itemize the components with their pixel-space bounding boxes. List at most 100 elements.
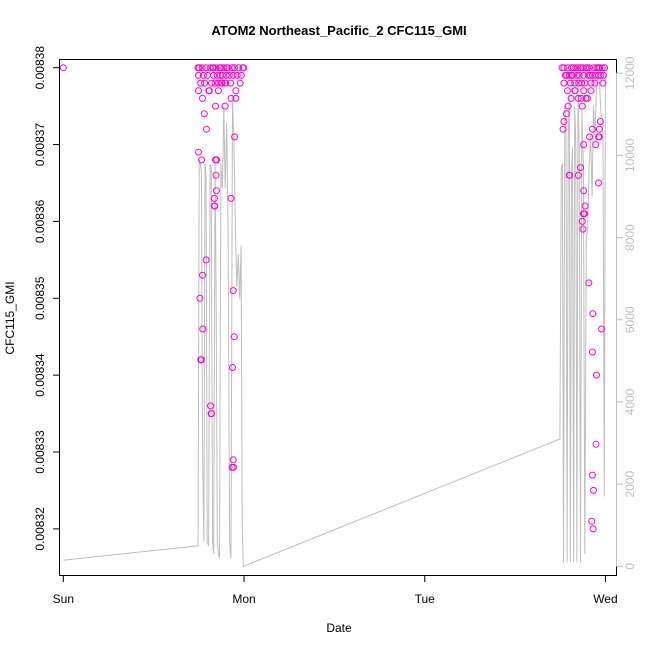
data-point [578,217,586,225]
y-tick-label: 0.00832 [33,507,47,551]
data-point [208,410,215,418]
data-point [586,64,593,72]
data-point [210,194,218,202]
data-point [589,310,597,318]
data-point [199,71,207,79]
data-point [198,156,206,164]
data-point [232,94,240,102]
data-point [564,87,571,95]
data-point [229,456,237,464]
data-point [223,64,231,72]
data-point [216,71,224,79]
x-tick-label: Sun [53,592,74,606]
data-point [579,64,587,72]
data-point [227,194,235,202]
data-point [220,64,228,72]
data-point [559,125,567,133]
y-axis-left: 0.00832 0.00833 0.00834 0.00835 0.00836 0.008… [33,46,60,551]
y-tick-label: 0.00837 [33,123,47,167]
data-point [560,79,568,87]
x-tick-label: Wed [593,592,617,606]
right-axis-series-line [63,73,606,568]
data-point [237,71,245,79]
data-point [195,71,202,79]
data-point [586,133,593,141]
data-point [570,64,578,72]
y2-tick-label: 6000 [623,306,637,333]
data-point [560,64,568,72]
data-point [575,71,583,79]
data-point [581,202,589,210]
data-point [601,64,609,72]
data-point [199,271,206,279]
data-point [227,94,235,102]
data-point [588,348,596,356]
y-tick-label: 0.00836 [33,199,47,243]
y2-tick-label: 8000 [623,224,637,251]
data-point [203,125,210,133]
data-point [212,171,220,179]
data-point [592,440,600,448]
data-point [572,64,580,72]
data-point [212,102,219,110]
data-point [562,110,570,118]
cfc115-points-layer [59,64,609,533]
data-point [59,64,67,72]
data-point [580,141,588,149]
data-point [200,110,208,118]
data-point [592,141,600,149]
data-point [587,79,595,87]
data-point [571,79,579,87]
data-point [568,71,575,79]
data-point [217,79,225,87]
data-point [208,79,215,87]
data-point [212,64,220,72]
y-tick-label: 0.00833 [33,430,47,474]
data-point [587,87,595,95]
x-axis: Sun Mon Tue Wed [53,575,618,606]
data-point [592,371,600,379]
data-point [567,94,575,102]
y-axis-label: CFC115_GMI [3,281,17,354]
data-point [579,210,587,218]
data-point [195,87,202,95]
y2-tick-label: 2000 [623,471,637,498]
data-point [213,71,221,79]
data-point [195,64,203,72]
data-point [597,71,605,79]
data-point [598,325,605,333]
data-point [229,287,237,295]
x-axis-label: Date [326,621,352,635]
chart-title: ATOM2 Northeast_Pacific_2 CFC115_GMI [211,23,466,38]
data-point [589,525,597,533]
data-point [209,64,217,72]
data-point [197,356,205,364]
data-point [591,79,599,87]
data-point [229,364,236,371]
data-point [579,225,587,233]
data-point [590,486,597,494]
data-point [578,79,586,87]
data-point [228,463,236,471]
data-point [588,517,596,525]
data-point [196,294,204,302]
data-point [595,179,603,187]
data-point [202,256,210,264]
data-point [584,71,592,79]
data-point [596,64,604,72]
data-point [221,102,229,110]
data-point [233,71,241,79]
data-point [574,171,582,179]
data-point [207,402,215,410]
data-point [582,94,590,102]
data-point [571,87,579,95]
data-point [586,71,594,79]
plot-frame [59,59,617,576]
data-point [214,79,222,87]
data-point [574,64,582,72]
data-point [230,333,238,341]
data-point [588,125,596,133]
data-point [212,156,219,164]
data-point [588,471,596,479]
data-point [575,79,583,87]
